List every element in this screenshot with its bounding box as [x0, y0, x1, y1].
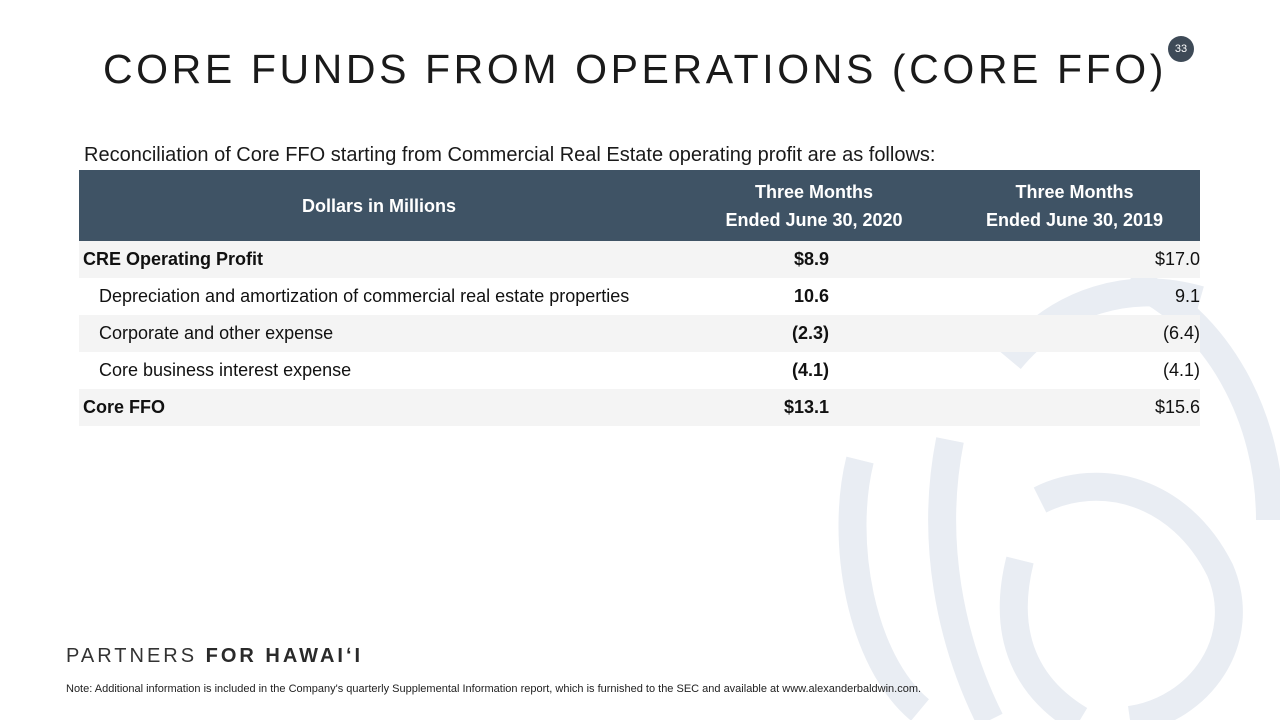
page-number-badge: 33	[1168, 36, 1194, 62]
cell-2020: $13.1	[679, 389, 949, 426]
cell-2020: $8.9	[679, 241, 949, 278]
table-row: Corporate and other expense (2.3) (6.4)	[79, 315, 1200, 352]
cell-2019: 9.1	[1174, 286, 1200, 306]
table-row: Depreciation and amortization of commerc…	[79, 278, 1200, 315]
row-label-core-ffo: Core FFO	[79, 389, 679, 426]
header-q2-2020-line2: Ended June 30, 2020	[725, 209, 903, 230]
table-row: CRE Operating Profit $8.9 $17.0	[79, 241, 1200, 278]
core-ffo-reconciliation-table: Dollars in Millions Three Months Ended J…	[79, 170, 1200, 426]
row-label-depreciation: Depreciation and amortization of commerc…	[99, 286, 630, 306]
cell-2019: $15.6	[949, 389, 1200, 426]
cell-2019: $17.0	[949, 241, 1200, 278]
brand-wordmark-light: PARTNERS	[66, 645, 198, 667]
cell-2019: (4.1)	[1162, 360, 1200, 380]
cell-2019: (6.4)	[949, 315, 1200, 352]
table-header-row: Dollars in Millions Three Months Ended J…	[79, 170, 1200, 241]
footnote: Note: Additional information is included…	[66, 683, 922, 695]
cell-2020: (4.1)	[791, 360, 829, 380]
header-q2-2020-line1: Three Months	[754, 181, 873, 202]
cell-2020: 10.6	[793, 286, 829, 306]
cell-2020: (2.3)	[679, 315, 949, 352]
row-label-interest-expense: Core business interest expense	[99, 360, 352, 380]
row-label-corporate-expense: Corporate and other expense	[79, 315, 679, 352]
table-caption: Reconciliation of Core FFO starting from…	[84, 144, 936, 166]
brand-wordmark-bold: FOR HAWAIʻI	[205, 645, 364, 667]
header-q2-2020: Three Months Ended June 30, 2020	[679, 170, 949, 241]
header-dollars-in-millions: Dollars in Millions	[79, 170, 679, 241]
brand-watermark-logo	[838, 267, 1280, 720]
page-title: CORE FUNDS FROM OPERATIONS (CORE FFO)	[102, 46, 1168, 92]
table-row: Core business interest expense (4.1) (4.…	[79, 352, 1200, 389]
row-label-cre-operating-profit: CRE Operating Profit	[79, 241, 679, 278]
header-q2-2019-line2: Ended June 30, 2019	[985, 209, 1164, 230]
table-row: Core FFO $13.1 $15.6	[79, 389, 1200, 426]
header-q2-2019-line1: Three Months	[1015, 181, 1134, 202]
header-q2-2019: Three Months Ended June 30, 2019	[949, 170, 1200, 241]
brand-wordmark: PARTNERS FOR HAWAIʻI	[66, 645, 363, 668]
